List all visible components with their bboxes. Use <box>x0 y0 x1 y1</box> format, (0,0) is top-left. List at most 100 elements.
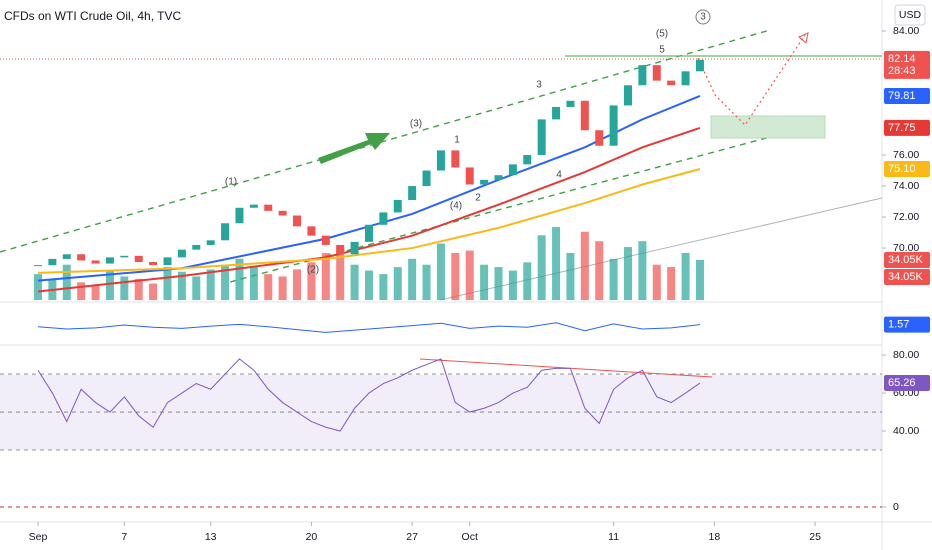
rsi-tick-label: 80.00 <box>893 349 919 361</box>
candle <box>408 186 417 200</box>
price-tag <box>884 119 930 136</box>
volume-bar <box>264 274 273 300</box>
volume-bar <box>652 264 661 300</box>
candle <box>624 85 633 106</box>
candle <box>33 265 42 267</box>
volume-bar <box>235 258 244 300</box>
wave-circle <box>695 9 711 25</box>
candle <box>206 240 215 245</box>
y-tick-label: 72.00 <box>893 211 919 223</box>
x-tick-label: 18 <box>709 531 721 543</box>
candle <box>149 262 158 266</box>
volume-bar <box>624 247 633 300</box>
price-tag-label: 34.05K <box>888 254 924 266</box>
volume-bar <box>695 259 704 300</box>
currency-box <box>894 4 926 26</box>
price-tag <box>884 50 930 79</box>
price-tag-label: 34.05K <box>888 271 924 283</box>
candle <box>379 212 388 225</box>
moving-average <box>37 126 701 293</box>
price-tag <box>884 375 930 392</box>
volume-bar <box>379 274 388 300</box>
volume-bar <box>480 264 489 300</box>
x-tick-label: Oct <box>462 531 478 543</box>
candle <box>91 260 100 264</box>
wave-label: 3 <box>700 12 706 23</box>
volume-bar <box>105 270 114 300</box>
candle <box>336 244 345 255</box>
rsi-tick-label: 0 <box>893 501 899 513</box>
candle <box>293 215 302 227</box>
volume-bar <box>595 241 604 300</box>
volume-bar <box>192 276 201 300</box>
candle <box>609 105 618 146</box>
price-tag <box>884 87 930 104</box>
volume-bar <box>580 231 589 300</box>
candle <box>221 223 230 241</box>
price-tag <box>884 268 930 285</box>
candle <box>235 207 244 224</box>
volume-bar <box>134 278 143 300</box>
projection-path <box>697 34 806 126</box>
candle <box>652 65 661 81</box>
x-tick-label: 7 <box>121 531 127 543</box>
candle <box>120 255 129 258</box>
trend-line <box>0 29 771 253</box>
volume-bar <box>667 267 676 300</box>
candle <box>523 155 532 165</box>
price-tag-label: 1.57 <box>888 319 909 331</box>
volume-bar <box>336 247 345 300</box>
price-tag <box>884 251 930 268</box>
volume-bar <box>422 264 431 300</box>
wave-label: (2) <box>307 265 319 276</box>
target-zone <box>710 115 826 139</box>
candle <box>105 257 114 264</box>
volume-bar <box>321 252 330 300</box>
volume-bar <box>62 264 71 300</box>
volume-bar <box>451 252 460 300</box>
candle <box>264 204 273 211</box>
candle <box>552 106 561 120</box>
candle <box>62 254 71 259</box>
volume-bar <box>638 241 647 300</box>
price-tag <box>884 160 930 177</box>
x-tick-label: 27 <box>406 531 418 543</box>
volume-bar <box>523 262 532 300</box>
candle <box>249 204 258 208</box>
oscillator-line <box>37 322 701 333</box>
y-tick-label: 74.00 <box>893 180 919 192</box>
volume-bar <box>163 267 172 300</box>
chart-title: CFDs on WTI Crude Oil, 4h, TVC <box>4 9 181 23</box>
countdown: 28:43 <box>888 65 916 77</box>
wave-label: 1 <box>454 135 460 146</box>
x-tick-label: 25 <box>809 531 821 543</box>
moving-average <box>37 95 701 282</box>
volume-bar <box>177 271 186 300</box>
volume-bar <box>465 250 474 300</box>
candle <box>48 258 57 266</box>
volume-bar <box>408 258 417 300</box>
wave-label: 4 <box>556 170 562 181</box>
volume-bar <box>77 282 86 300</box>
volume-bar <box>293 269 302 300</box>
x-tick-label: 20 <box>306 531 318 543</box>
volume-bar <box>221 264 230 300</box>
candle <box>177 249 186 258</box>
rsi-tick-label: 40.00 <box>893 425 919 437</box>
candle <box>566 100 575 107</box>
wave-label: (5) <box>656 29 668 40</box>
trend-arrow <box>318 133 390 164</box>
candle <box>480 179 489 185</box>
volume-bar <box>33 274 42 300</box>
volume-bar <box>552 227 561 300</box>
volume-bar <box>494 267 503 300</box>
candle <box>681 71 690 86</box>
volume-bar <box>364 270 373 300</box>
wave-label: (3) <box>410 119 422 130</box>
volume-bar <box>609 258 618 300</box>
wave-label: (4) <box>450 201 462 212</box>
candle <box>465 167 474 185</box>
candle <box>508 164 517 176</box>
projection-arrow <box>798 32 809 44</box>
